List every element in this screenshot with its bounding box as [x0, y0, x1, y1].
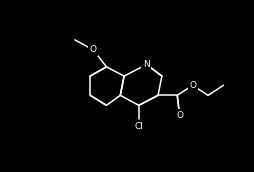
- Text: N: N: [142, 60, 149, 69]
- Text: O: O: [188, 81, 195, 90]
- Text: O: O: [176, 111, 182, 120]
- Text: Cl: Cl: [134, 122, 143, 131]
- Text: O: O: [89, 45, 97, 54]
